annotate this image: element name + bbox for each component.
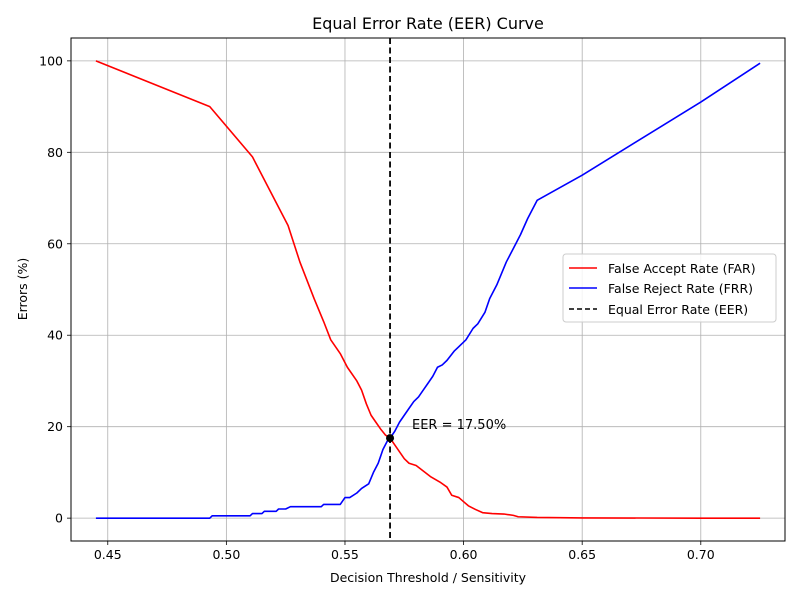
eer-annotation: EER = 17.50% <box>412 418 506 433</box>
y-axis-label: Errors (%) <box>15 258 30 321</box>
grid-lines <box>71 38 785 541</box>
x-tick-label: 0.70 <box>687 547 715 562</box>
x-tick-label: 0.45 <box>94 547 122 562</box>
y-tick-label: 0 <box>55 511 63 526</box>
x-tick-label: 0.50 <box>212 547 240 562</box>
plot-area-frame <box>70 37 786 542</box>
axis-ticks: 0.45 0.50 0.55 0.60 0.65 0.70 0 20 40 60 80 100 <box>39 53 715 562</box>
chart-title: Equal Error Rate (EER) Curve <box>312 14 544 33</box>
legend-frr-label: False Reject Rate (FRR) <box>608 281 753 296</box>
y-tick-label: 60 <box>47 236 63 251</box>
legend: False Accept Rate (FAR) False Reject Rat… <box>562 253 777 323</box>
y-tick-label: 80 <box>47 145 63 160</box>
legend-box <box>562 253 777 323</box>
x-tick-label: 0.65 <box>568 547 596 562</box>
x-axis-label: Decision Threshold / Sensitivity <box>330 570 527 585</box>
far-series-line <box>95 60 761 519</box>
series-lines <box>95 38 761 541</box>
eer-marker-layer <box>386 434 395 443</box>
x-tick-label: 0.55 <box>331 547 359 562</box>
x-tick-label: 0.60 <box>450 547 478 562</box>
y-tick-label: 100 <box>39 53 63 68</box>
y-tick-label: 40 <box>47 328 63 343</box>
legend-far-label: False Accept Rate (FAR) <box>608 261 756 276</box>
eer-point-marker <box>386 434 395 443</box>
y-tick-label: 20 <box>47 419 63 434</box>
legend-eer-label: Equal Error Rate (EER) <box>608 302 748 317</box>
frr-series-line <box>95 62 761 519</box>
